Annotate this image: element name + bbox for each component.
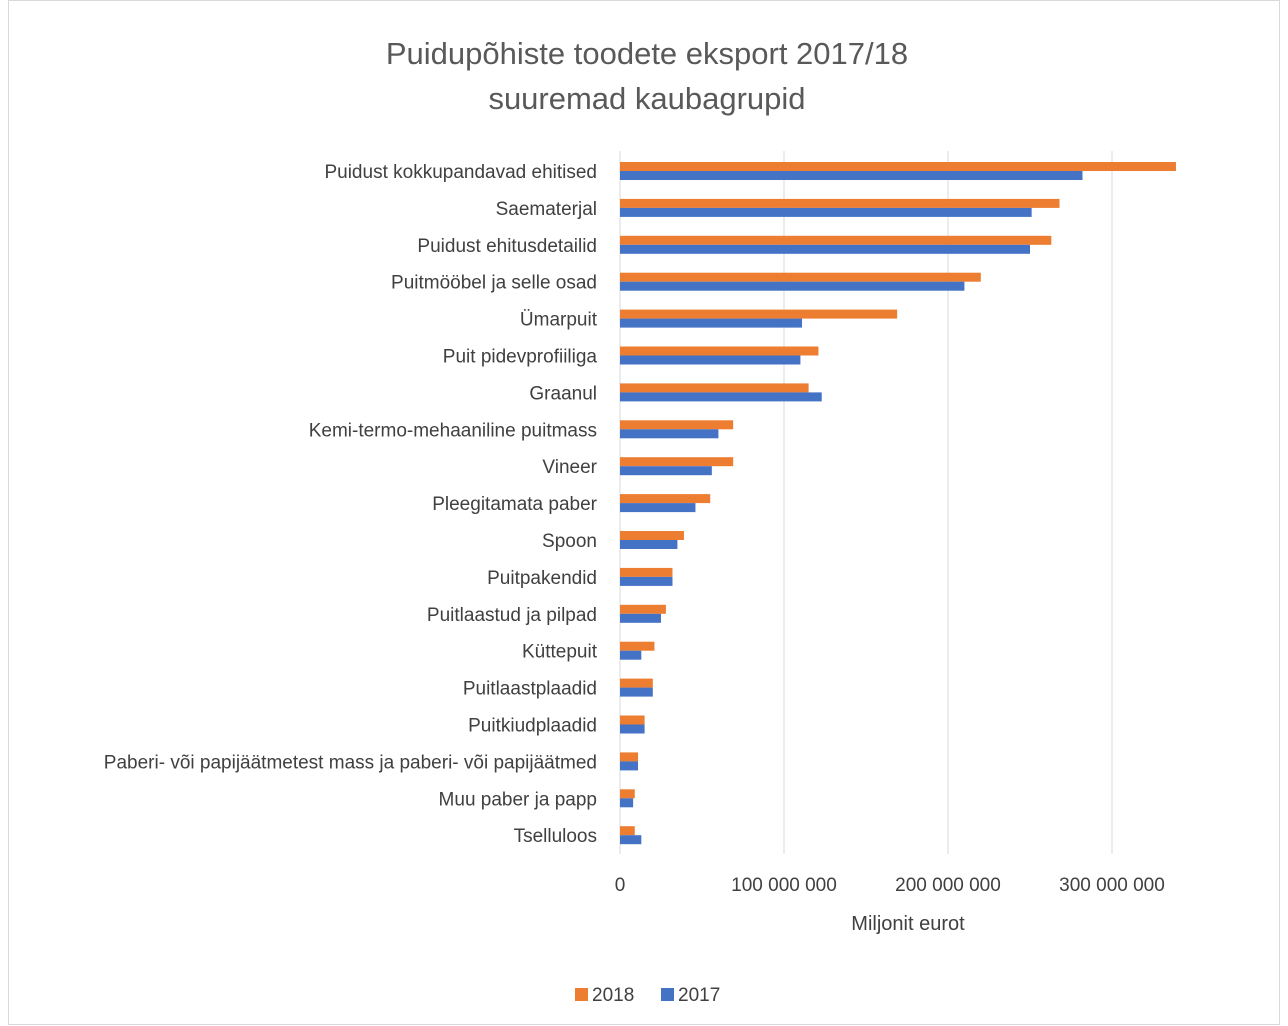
bar-2017-18 xyxy=(620,835,642,845)
category-label-13: Küttepuit xyxy=(522,642,598,663)
bar-2018-2 xyxy=(620,235,1052,245)
legend-swatch-2018 xyxy=(575,988,588,1001)
chart-title-line-1: Puidupõhiste toodete eksport 2017/18 xyxy=(386,36,908,71)
bar-2017-8 xyxy=(620,466,712,476)
category-label-12: Puitlaastud ja pilpad xyxy=(427,605,597,626)
category-label-11: Puitpakendid xyxy=(487,568,597,589)
legend-swatch-2017 xyxy=(661,988,674,1001)
bar-2018-16 xyxy=(620,752,639,762)
bar-2018-3 xyxy=(620,272,981,282)
x-tick-labels: 0 100 000 000 200 000 000 300 000 000 xyxy=(615,875,1165,896)
bar-2018-11 xyxy=(620,567,673,577)
bar-2018-15 xyxy=(620,715,645,725)
legend-label-2017: 2017 xyxy=(678,985,720,1006)
category-label-7: Kemi-termo-mehaaniline puitmass xyxy=(309,420,597,441)
x-axis-label: Miljonit eurot xyxy=(851,913,965,935)
bar-2017-15 xyxy=(620,724,645,734)
bar-2018-9 xyxy=(620,494,711,504)
bar-2018-5 xyxy=(620,346,819,356)
bar-2018-0 xyxy=(620,162,1176,171)
bar-2017-10 xyxy=(620,540,678,549)
category-label-8: Vineer xyxy=(542,457,597,478)
bar-2017-17 xyxy=(620,798,634,808)
chart-frame: Puidupõhiste toodete eksport 2017/18 suu… xyxy=(8,0,1280,1025)
bar-2017-16 xyxy=(620,761,639,771)
category-label-10: Spoon xyxy=(542,531,597,552)
bar-2018-12 xyxy=(620,604,666,614)
bar-2017-0 xyxy=(620,171,1083,180)
legend: 2018 2017 xyxy=(575,985,720,1006)
bar-2018-14 xyxy=(620,678,653,688)
x-tick-label-1: 100 000 000 xyxy=(731,875,837,896)
bar-2018-4 xyxy=(620,309,898,319)
bar-2017-5 xyxy=(620,355,801,365)
bars xyxy=(620,162,1176,845)
bar-2017-2 xyxy=(620,244,1030,254)
category-label-4: Ümarpuit xyxy=(520,310,598,331)
category-label-6: Graanul xyxy=(529,383,597,404)
bar-2018-18 xyxy=(620,826,635,836)
bar-2018-6 xyxy=(620,383,809,393)
bar-2017-11 xyxy=(620,576,673,586)
bar-2018-1 xyxy=(620,198,1060,208)
bar-2018-10 xyxy=(620,531,684,540)
bar-2017-12 xyxy=(620,613,661,623)
x-tick-label-0: 0 xyxy=(615,875,626,896)
x-tick-label-2: 200 000 000 xyxy=(895,875,1001,896)
bar-2017-1 xyxy=(620,207,1032,217)
bar-2018-8 xyxy=(620,457,734,467)
bar-2017-3 xyxy=(620,281,965,291)
legend-label-2018: 2018 xyxy=(592,985,634,1006)
category-label-9: Pleegitamata paber xyxy=(432,494,597,515)
chart-title: Puidupõhiste toodete eksport 2017/18 suu… xyxy=(386,36,908,116)
bar-2017-7 xyxy=(620,429,719,439)
category-label-17: Muu paber ja papp xyxy=(439,789,597,810)
bar-2017-6 xyxy=(620,392,822,402)
category-label-15: Puitkiudplaadid xyxy=(468,716,597,737)
x-tick-label-3: 300 000 000 xyxy=(1059,875,1165,896)
category-label-16: Paberi- või papijäätmetest mass ja paber… xyxy=(104,752,597,773)
bar-2018-17 xyxy=(620,789,635,799)
category-label-2: Puidust ehitusdetailid xyxy=(417,236,597,257)
category-label-14: Puitlaastplaadid xyxy=(463,679,597,700)
category-labels: Puidust kokkupandavad ehitised Saematerja… xyxy=(104,162,598,847)
bar-2018-13 xyxy=(620,641,655,651)
category-label-1: Saematerjal xyxy=(496,199,597,220)
category-label-3: Puitmööbel ja selle osad xyxy=(391,273,597,294)
category-label-0: Puidust kokkupandavad ehitised xyxy=(324,162,597,183)
bar-2017-9 xyxy=(620,503,696,513)
category-label-18: Tselluloos xyxy=(514,826,597,847)
bar-2017-4 xyxy=(620,318,803,328)
bar-2017-14 xyxy=(620,687,653,697)
chart-title-line-2: suuremad kaubagrupid xyxy=(488,81,805,116)
bar-chart: Puidupõhiste toodete eksport 2017/18 suu… xyxy=(104,36,1176,1006)
bar-2017-13 xyxy=(620,650,642,660)
bar-2018-7 xyxy=(620,420,734,430)
category-label-5: Puit pidevprofiiliga xyxy=(443,347,598,368)
